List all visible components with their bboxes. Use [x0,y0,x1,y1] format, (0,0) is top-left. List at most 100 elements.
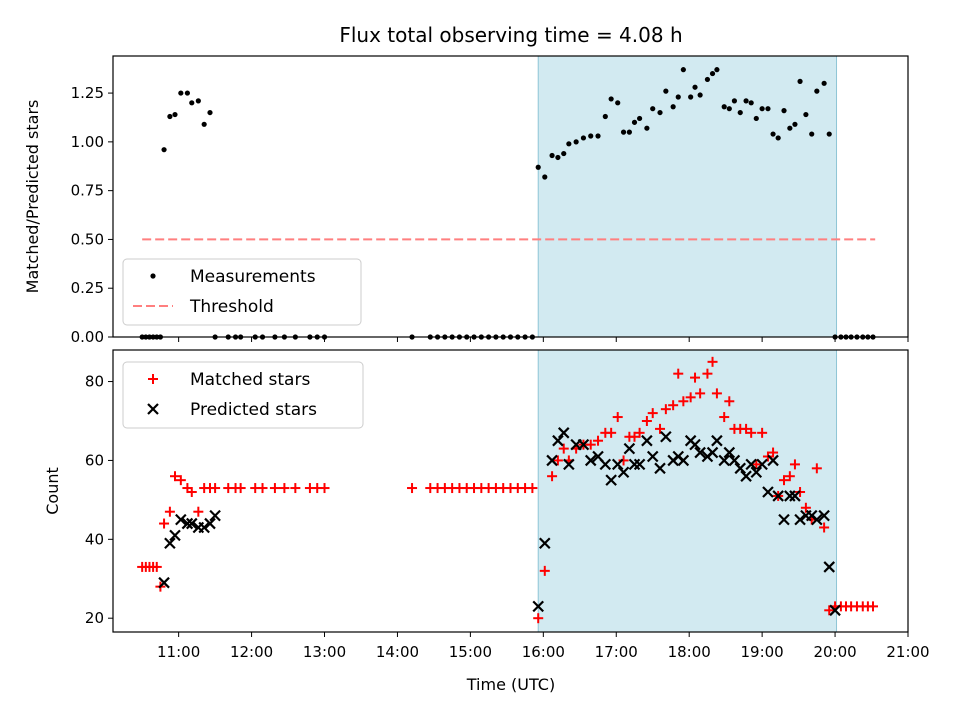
bottom-panel-series-1-point-b [563,458,575,471]
bottom-panel-series-1-point [794,513,806,526]
top-panel-series-0-point [207,109,213,116]
bottom-panel-series-0-point [552,455,563,466]
x-tick-label: 21:00 [886,643,929,661]
bottom-panel-series-0-point [800,502,811,513]
top-panel-y-tick-label: 0.00 [71,328,104,346]
bottom-panel-series-0-point [593,435,604,446]
bottom-panel-series-1-point-b [623,442,636,455]
top-panel-series-0-point [595,133,601,139]
top-panel-series-0-point [765,106,771,112]
bottom-panel-series-0-point [257,483,268,494]
bottom-panel-shade [537,349,838,633]
x-tick-label: 13:00 [303,643,346,661]
bottom-panel-series-1-point [185,517,198,530]
bottom-panel-series-1-point [552,434,564,447]
bottom-panel-series-1-point [654,462,666,475]
top-panel-series-0-point [602,113,608,120]
bottom-panel-series-1-point-b [728,454,741,467]
bottom-panel-series-1-point [577,438,590,451]
bottom-panel-series-0-point [210,483,221,494]
bottom-panel-series-1-point-b [546,454,558,467]
bottom-panel-series-1-point-b [654,462,666,475]
bottom-panel-legend-handle-b [147,403,159,415]
bottom-panel-series-1-point-b [209,509,221,522]
x-tick-label: 14:00 [376,643,419,661]
bottom-panel-series-0-point [539,565,550,576]
bottom-panel-series-1-point [756,458,768,471]
top-panel-series-0-point [704,76,711,83]
top-panel-series-0-point [172,111,178,118]
top-panel-series-0-point [731,98,738,104]
chart-title: Flux total observing time = 4.08 h [339,23,682,47]
bottom-panel-series-1-point [623,442,636,455]
bottom-panel-series-0-point [711,388,722,399]
top-panel-series-0-point [189,100,195,106]
bottom-panel-series-1-point [557,427,570,439]
bottom-panel-series-1-point [718,454,730,467]
top-panel-series-0-point [561,150,567,157]
bottom-panel-series-1-point [734,462,747,475]
bottom-panel-series-0-point [724,396,735,407]
top-panel-series-0-point [588,133,594,139]
bottom-panel-marks [137,356,878,624]
bottom-panel-series-0-point [175,475,186,486]
top-panel-ylabel: Matched/Predicted stars [23,100,42,294]
top-panel-series-0-point [542,174,548,180]
bottom-panel-series-1-point-b [532,600,544,613]
bottom-panel-series-1-point [706,446,719,459]
top-panel-series-0-point [650,106,656,112]
bottom-panel-series-1-point [646,450,659,463]
bottom-panel-series-1-point-b [784,490,796,502]
top-panel-legend-label: Threshold [189,297,274,317]
bottom-panel-series-0-point [407,483,418,494]
bottom-panel-series-1-point-b [611,458,624,471]
top-panel-series-0-point [821,80,827,86]
x-tick-label: 15:00 [449,643,492,661]
x-tick-label: 20:00 [813,643,856,661]
bottom-panel-series-1-point-b [829,604,841,617]
x-tick-label: 16:00 [522,643,565,661]
top-panel-legend-box [122,258,362,326]
bottom-panel-series-0-point [527,483,538,494]
bottom-panel-series-0-point [269,483,280,494]
top-panel-series-0-point [631,119,638,125]
bottom-panel-frame [112,349,909,633]
top-panel-series-0-point [663,88,669,94]
bottom-panel-series-1-point-b [734,462,747,475]
bottom-panel-series-1-point [563,458,575,471]
bottom-panel-series-1-point [829,604,841,617]
bottom-panel-series-1-point [694,446,706,459]
top-panel-series-0-point [726,106,732,112]
bottom-panel-series-1-point-b [605,474,617,486]
bottom-panel-gridmarks: 11:00 12:00 13:00 14:00 15:00 16:00 17:00 18:00… [85,373,930,661]
bottom-panel-series-0-point [719,412,730,423]
bottom-panel-series-0-point [558,443,569,454]
bottom-panel-series-1-point [641,434,653,447]
top-panel-series-0-point [787,125,793,131]
top-panel-series-0-point [680,67,686,73]
top-panel-legend-label: Measurements [190,267,316,287]
bottom-panel-series-1-point-b [818,509,830,522]
top-panel-series-0-point [615,100,621,106]
x-tick-label: 18:00 [668,643,711,661]
bottom-panel-series-0-point [612,412,623,423]
bottom-panel-series-1-point-b [175,513,187,526]
bottom-panel-series-1-point [532,600,544,613]
bottom-panel-series-1-point-b [198,521,210,534]
bottom-panel-series-1-point-b [628,458,641,471]
bottom-panel-series-1-point [617,466,630,479]
bottom-panel-series-0-point [690,372,701,383]
bottom-panel-series-1-point-b [750,466,763,479]
bottom-panel-series-1-point [633,458,646,471]
bottom-panel-series-0-point [789,459,800,470]
bottom-panel-series-0-point [585,439,596,450]
top-panel-series-0-point [161,147,167,153]
bottom-panel-series-1-point [789,490,801,502]
bottom-panel-series-1-point-b [823,561,836,573]
bottom-panel-series-1-point-b [660,430,672,443]
bottom-panel-series-0-point [741,423,752,434]
top-panel-series-0-point [721,104,727,110]
top-panel-legend-handle [150,273,156,279]
bottom-panel-series-1-point-b [204,517,216,530]
